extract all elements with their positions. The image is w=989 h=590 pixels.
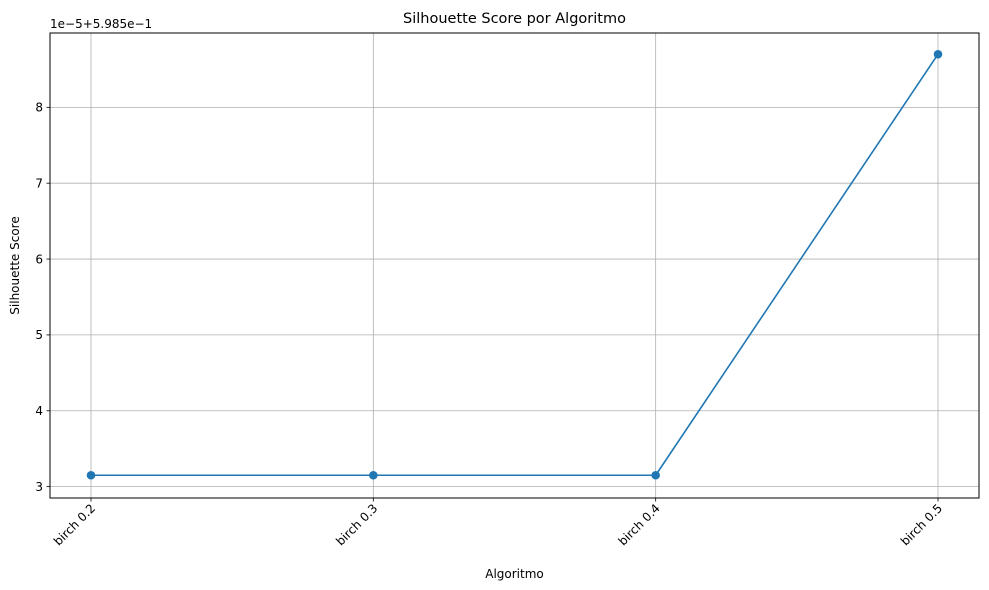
y-axis-label: Silhouette Score <box>8 216 22 314</box>
data-point <box>369 470 378 480</box>
y-tick-label: 5 <box>35 328 43 342</box>
chart-title: Silhouette Score por Algoritmo <box>403 11 626 27</box>
plot-frame <box>49 32 980 499</box>
y-axis-offset-text: 1e−5+5.985e−1 <box>50 17 152 31</box>
data-point <box>933 49 943 59</box>
series-line <box>91 53 939 477</box>
data-point <box>86 470 96 480</box>
y-tick-label: 6 <box>35 252 43 266</box>
x-axis-label: Algoritmo <box>485 567 544 581</box>
y-tick-label: 4 <box>35 404 43 418</box>
data-point <box>651 470 660 480</box>
y-tick-label: 3 <box>35 480 43 494</box>
grid-lines <box>50 33 979 498</box>
y-tick-label: 8 <box>35 101 43 115</box>
y-tick-label: 7 <box>35 176 43 190</box>
series-layer <box>86 49 943 480</box>
y-axis-ticks: 3 4 5 6 7 8 <box>35 101 50 494</box>
